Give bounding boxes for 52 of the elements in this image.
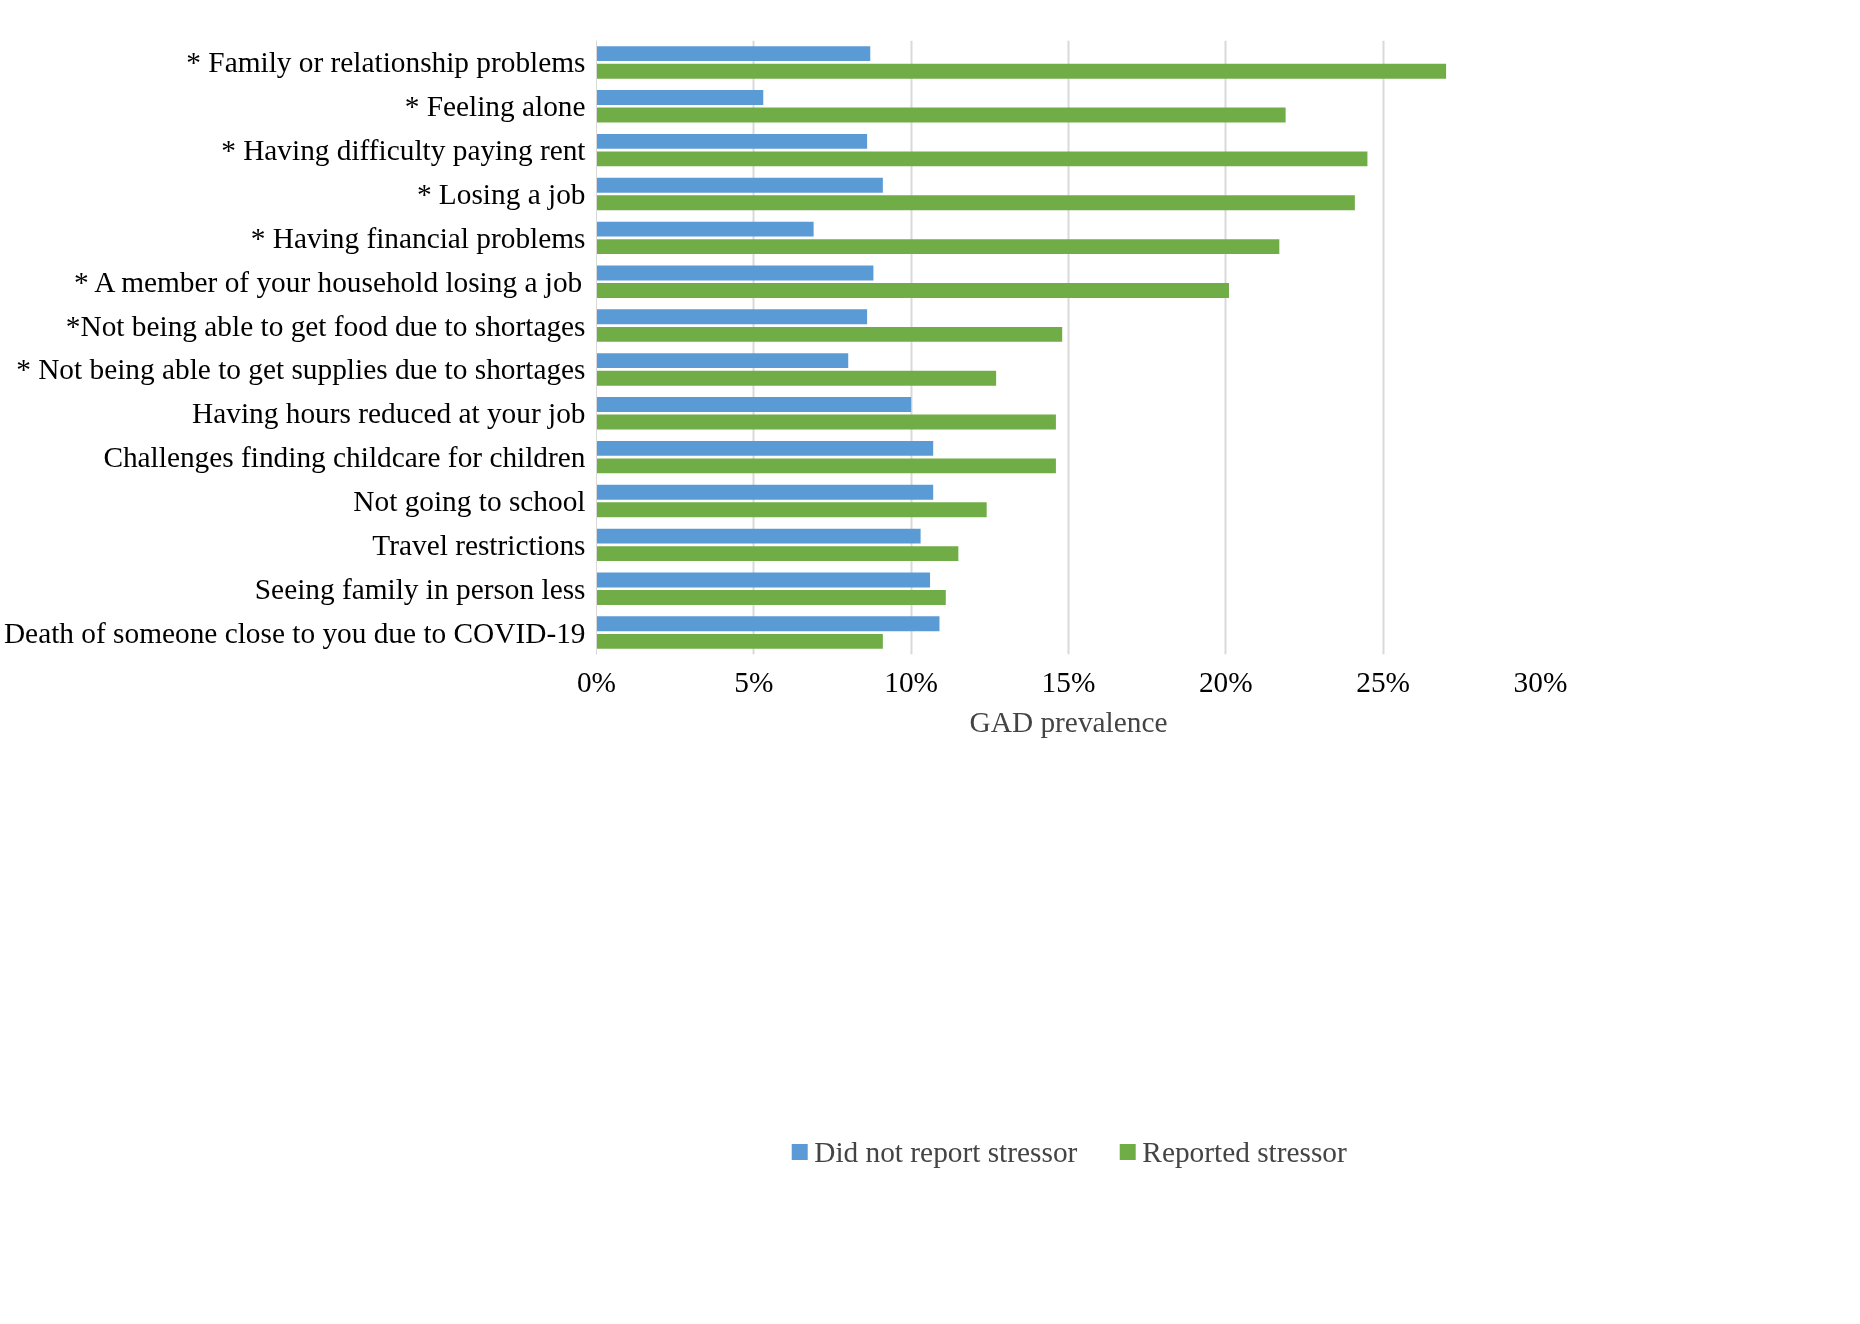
bar (596, 616, 940, 632)
y-tick-label: Having hours reduced at your job (192, 397, 586, 430)
bar (596, 633, 883, 649)
bar (596, 397, 912, 412)
x-tick-label: 10% (884, 665, 939, 698)
y-tick-label: *Not being able to get food due to shortages (65, 309, 586, 342)
bar (596, 46, 871, 62)
bar (596, 370, 997, 386)
x-tick-label: 20% (1198, 665, 1253, 698)
y-tick-label: * Feeling alone (404, 90, 586, 123)
y-tick-label: Seeing family in person less (254, 572, 586, 605)
bar (596, 107, 1286, 123)
y-tick-label: Death of someone close to you due to COVID-19 (3, 616, 586, 649)
x-tick-label: 25% (1356, 665, 1411, 698)
bar (596, 414, 1056, 430)
y-tick-label: Travel restrictions (372, 528, 586, 561)
bar (596, 458, 1056, 474)
bar (596, 265, 874, 281)
legend-label: Reported stressor (1142, 1135, 1347, 1169)
bar (596, 151, 1368, 167)
bar (596, 63, 1447, 79)
bar (596, 177, 883, 193)
y-tick-label: * A member of your household losing a job (73, 265, 583, 298)
bar (596, 440, 934, 456)
bar (596, 484, 934, 500)
bar (596, 90, 764, 105)
x-tick-label: 0% (576, 665, 617, 698)
y-tick-label: Not going to school (353, 485, 586, 517)
bar (596, 572, 931, 588)
bar (596, 283, 1229, 298)
y-tick-label: * Family or relationship problems (186, 46, 586, 79)
y-tick-label: * Losing a job (416, 178, 586, 210)
y-tick-label: * Having difficulty paying rent (221, 134, 586, 167)
y-tick-label: * Having financial problems (250, 221, 586, 254)
bar (596, 221, 814, 237)
bar (596, 546, 959, 562)
y-tick-label: * Not being able to get supplies due to shortages (16, 353, 586, 386)
legend-label: Did not report stressor (814, 1135, 1078, 1169)
bar (596, 502, 987, 518)
x-tick-label: 15% (1041, 665, 1096, 698)
bar (596, 353, 849, 369)
bar (596, 326, 1063, 342)
x-tick-label: 30% (1513, 665, 1568, 698)
bar (596, 309, 868, 325)
bar (596, 590, 946, 605)
bar (596, 528, 921, 544)
bar (596, 239, 1280, 255)
bar (596, 195, 1355, 211)
x-axis-title: GAD prevalence (969, 705, 1168, 738)
x-tick-label: 5% (734, 665, 774, 698)
y-tick-label: Challenges finding childcare for children (103, 441, 586, 474)
bar (596, 133, 868, 149)
